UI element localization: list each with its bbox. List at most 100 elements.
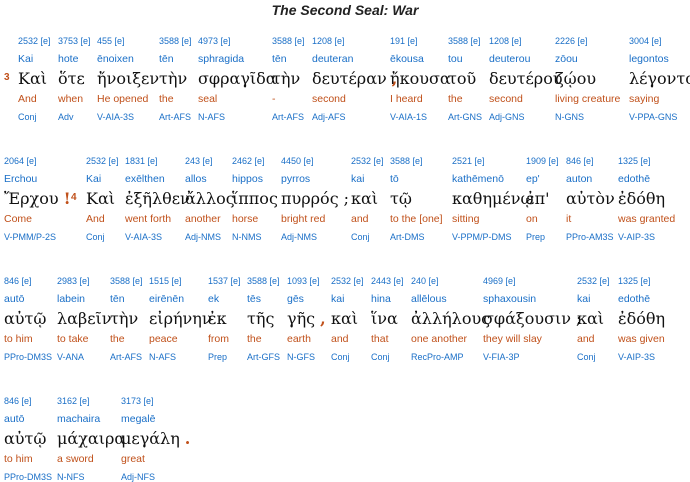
parsing-code-link[interactable]: Conj: [18, 112, 37, 122]
strongs-number-link[interactable]: 1325 [e]: [618, 156, 651, 166]
strongs-number-link[interactable]: 2532 [e]: [351, 156, 384, 166]
transliteration-link[interactable]: pyrros: [281, 173, 311, 185]
strongs-number-link[interactable]: 846 [e]: [4, 276, 32, 286]
transliteration-link[interactable]: autō: [4, 413, 25, 425]
strongs-number-link[interactable]: 2521 [e]: [452, 156, 485, 166]
parsing-code-link[interactable]: Adj-NMS: [281, 232, 318, 242]
transliteration-link[interactable]: hina: [371, 293, 391, 305]
strongs-number-link[interactable]: 2226 [e]: [555, 36, 588, 46]
transliteration-link[interactable]: deuterou: [489, 53, 531, 65]
transliteration-link[interactable]: kai: [351, 173, 365, 185]
strongs-number-link[interactable]: 3588 [e]: [247, 276, 280, 286]
parsing-code-link[interactable]: N-GFS: [287, 352, 315, 362]
parsing-code-link[interactable]: N-NFS: [57, 472, 85, 482]
parsing-code-link[interactable]: Adj-GNS: [489, 112, 525, 122]
transliteration-link[interactable]: Erchou: [4, 173, 38, 185]
strongs-number-link[interactable]: 3162 [e]: [57, 396, 90, 406]
parsing-code-link[interactable]: Art-GFS: [247, 352, 280, 362]
transliteration-link[interactable]: eirēnēn: [149, 293, 185, 305]
transliteration-link[interactable]: machaira: [57, 413, 101, 425]
strongs-number-link[interactable]: 1515 [e]: [149, 276, 182, 286]
strongs-number-link[interactable]: 3588 [e]: [110, 276, 143, 286]
parsing-code-link[interactable]: Conj: [371, 352, 390, 362]
strongs-number-link[interactable]: 3173 [e]: [121, 396, 154, 406]
strongs-number-link[interactable]: 2462 [e]: [232, 156, 265, 166]
parsing-code-link[interactable]: V-AIA-1S: [390, 112, 428, 122]
strongs-number-link[interactable]: 1208 [e]: [489, 36, 522, 46]
parsing-code-link[interactable]: V-PPA-GNS: [629, 112, 678, 122]
strongs-number-link[interactable]: 1831 [e]: [125, 156, 158, 166]
strongs-number-link[interactable]: 2532 [e]: [331, 276, 364, 286]
transliteration-link[interactable]: ek: [208, 293, 220, 305]
parsing-code-link[interactable]: Adv: [58, 112, 74, 122]
strongs-number-link[interactable]: 846 [e]: [4, 396, 32, 406]
transliteration-link[interactable]: allēlous: [411, 293, 447, 305]
parsing-code-link[interactable]: N-GNS: [555, 112, 584, 122]
strongs-number-link[interactable]: 1208 [e]: [312, 36, 345, 46]
transliteration-link[interactable]: allos: [185, 173, 207, 185]
transliteration-link[interactable]: zōou: [555, 53, 578, 65]
transliteration-link[interactable]: tō: [390, 173, 399, 185]
parsing-code-link[interactable]: PPro-DM3S: [4, 472, 53, 482]
strongs-number-link[interactable]: 3004 [e]: [629, 36, 662, 46]
parsing-code-link[interactable]: PPro-DM3S: [4, 352, 53, 362]
parsing-code-link[interactable]: V-AIP-3S: [618, 232, 656, 242]
strongs-number-link[interactable]: 240 [e]: [411, 276, 439, 286]
strongs-number-link[interactable]: 1093 [e]: [287, 276, 320, 286]
transliteration-link[interactable]: hote: [58, 53, 79, 65]
parsing-code-link[interactable]: N-NMS: [232, 232, 262, 242]
transliteration-link[interactable]: Kai: [86, 173, 102, 185]
strongs-number-link[interactable]: 2983 [e]: [57, 276, 90, 286]
parsing-code-link[interactable]: V-FIA-3P: [483, 352, 520, 362]
transliteration-link[interactable]: sphaxousin: [483, 293, 537, 305]
strongs-number-link[interactable]: 455 [e]: [97, 36, 125, 46]
parsing-code-link[interactable]: V-PMM/P-2S: [4, 232, 57, 242]
parsing-code-link[interactable]: Art-DMS: [390, 232, 425, 242]
strongs-number-link[interactable]: 1909 [e]: [526, 156, 559, 166]
parsing-code-link[interactable]: V-AIP-3S: [618, 352, 656, 362]
parsing-code-link[interactable]: Conj: [351, 232, 370, 242]
strongs-number-link[interactable]: 846 [e]: [566, 156, 594, 166]
parsing-code-link[interactable]: N-AFS: [198, 112, 225, 122]
strongs-number-link[interactable]: 3588 [e]: [390, 156, 423, 166]
strongs-number-link[interactable]: 1325 [e]: [618, 276, 651, 286]
transliteration-link[interactable]: edothē: [618, 293, 651, 305]
strongs-number-link[interactable]: 2532 [e]: [577, 276, 610, 286]
transliteration-link[interactable]: edothē: [618, 173, 651, 185]
transliteration-link[interactable]: Kai: [18, 53, 34, 65]
transliteration-link[interactable]: kai: [331, 293, 345, 305]
strongs-number-link[interactable]: 4969 [e]: [483, 276, 516, 286]
transliteration-link[interactable]: ēnoixen: [97, 53, 134, 65]
parsing-code-link[interactable]: Art-AFS: [110, 352, 143, 362]
strongs-number-link[interactable]: 3753 [e]: [58, 36, 91, 46]
transliteration-link[interactable]: tēs: [247, 293, 262, 305]
parsing-code-link[interactable]: V-AIA-3S: [97, 112, 135, 122]
transliteration-link[interactable]: autō: [4, 293, 25, 305]
parsing-code-link[interactable]: Conj: [86, 232, 105, 242]
parsing-code-link[interactable]: Prep: [208, 352, 228, 362]
parsing-code-link[interactable]: Adj-NMS: [185, 232, 222, 242]
strongs-number-link[interactable]: 3588 [e]: [159, 36, 192, 46]
strongs-number-link[interactable]: 2532 [e]: [18, 36, 51, 46]
strongs-number-link[interactable]: 4973 [e]: [198, 36, 231, 46]
parsing-code-link[interactable]: Conj: [577, 352, 596, 362]
transliteration-link[interactable]: megalē: [121, 413, 156, 425]
transliteration-link[interactable]: auton: [566, 173, 593, 185]
parsing-code-link[interactable]: Art-AFS: [272, 112, 305, 122]
transliteration-link[interactable]: tēn: [110, 293, 125, 305]
transliteration-link[interactable]: kai: [577, 293, 591, 305]
parsing-code-link[interactable]: V-PPM/P-DMS: [452, 232, 512, 242]
transliteration-link[interactable]: kathēmenō: [452, 173, 504, 185]
strongs-number-link[interactable]: 243 [e]: [185, 156, 213, 166]
strongs-number-link[interactable]: 2443 [e]: [371, 276, 404, 286]
transliteration-link[interactable]: sphragida: [198, 53, 245, 65]
parsing-code-link[interactable]: V-ANA: [57, 352, 85, 362]
parsing-code-link[interactable]: V-AIA-3S: [125, 232, 163, 242]
parsing-code-link[interactable]: RecPro-AMP: [411, 352, 464, 362]
transliteration-link[interactable]: tēn: [159, 53, 174, 65]
transliteration-link[interactable]: ep': [526, 173, 540, 185]
transliteration-link[interactable]: ēkousa: [390, 53, 424, 65]
parsing-code-link[interactable]: PPro-AM3S: [566, 232, 614, 242]
transliteration-link[interactable]: hippos: [232, 173, 263, 185]
transliteration-link[interactable]: labein: [57, 293, 86, 305]
